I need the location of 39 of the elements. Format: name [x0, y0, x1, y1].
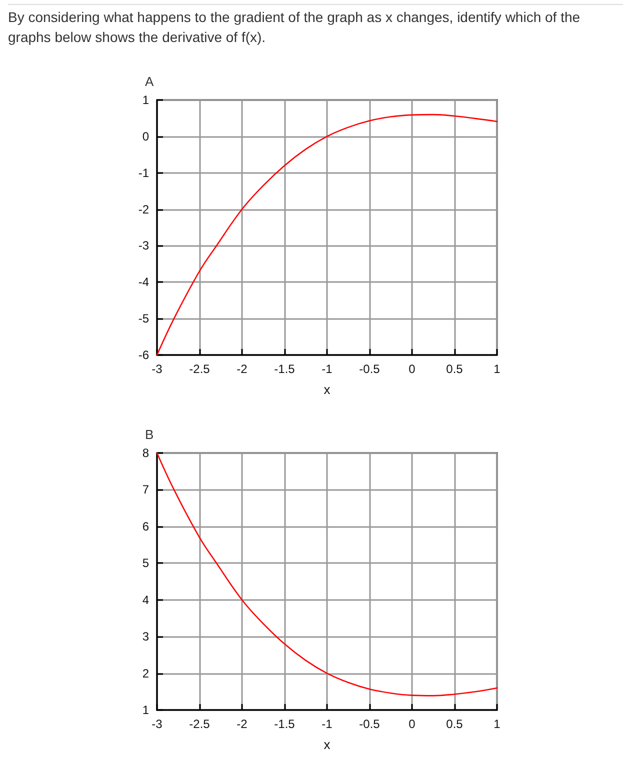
y-tick-label: 1: [142, 93, 150, 107]
y-tick-label: 3: [142, 630, 150, 644]
x-tick-label: -3: [152, 717, 163, 731]
x-tick-label: 0: [408, 362, 416, 376]
x-tick-label: -1.5: [274, 362, 296, 376]
x-tick-label: -0.5: [359, 362, 380, 376]
x-tick-label: -1: [322, 362, 333, 376]
y-tick-label: 1: [142, 703, 150, 717]
y-tick-label: 8: [142, 446, 150, 460]
x-tick-label: -2: [236, 362, 248, 376]
y-tick-label: 6: [142, 519, 150, 534]
x-tick-label: -2: [236, 717, 248, 731]
x-tick-label: -1.5: [274, 717, 296, 731]
x-tick-label: -0.5: [359, 717, 380, 731]
x-tick-label: -2.5: [189, 362, 210, 376]
x-tick-label: 1: [494, 717, 501, 731]
x-axis-title: x: [324, 737, 331, 752]
y-tick-label: -5: [138, 312, 150, 326]
y-tick-label: 4: [142, 592, 150, 607]
x-tick-label: 0.5: [446, 717, 464, 731]
y-tick-label: 7: [142, 482, 150, 497]
x-tick-label: -3: [152, 362, 163, 376]
chart-title: B: [145, 427, 154, 442]
x-tick-label: 0: [408, 717, 416, 731]
x-tick-label: 0.5: [446, 362, 464, 376]
y-tick-label: 2: [142, 666, 150, 680]
x-tick-label: 1: [494, 362, 501, 376]
x-tick-label: -1: [322, 717, 333, 731]
text: By considering what happens to the gradient of the graph as x changes, identify which of the graphs below shows the derivative of f(x).: [8, 4, 623, 47]
x-tick-label: -2.5: [189, 717, 210, 731]
y-tick-label: -3: [138, 238, 150, 253]
y-tick-label: -4: [138, 275, 150, 290]
y-tick-label: 5: [142, 556, 150, 570]
y-tick-label: -1: [138, 166, 150, 180]
y-tick-label: -2: [138, 202, 150, 216]
chart-title: A: [145, 74, 154, 89]
x-axis-title: x: [324, 382, 331, 397]
y-tick-label: -6: [138, 348, 150, 362]
y-tick-label: 0: [142, 129, 150, 144]
